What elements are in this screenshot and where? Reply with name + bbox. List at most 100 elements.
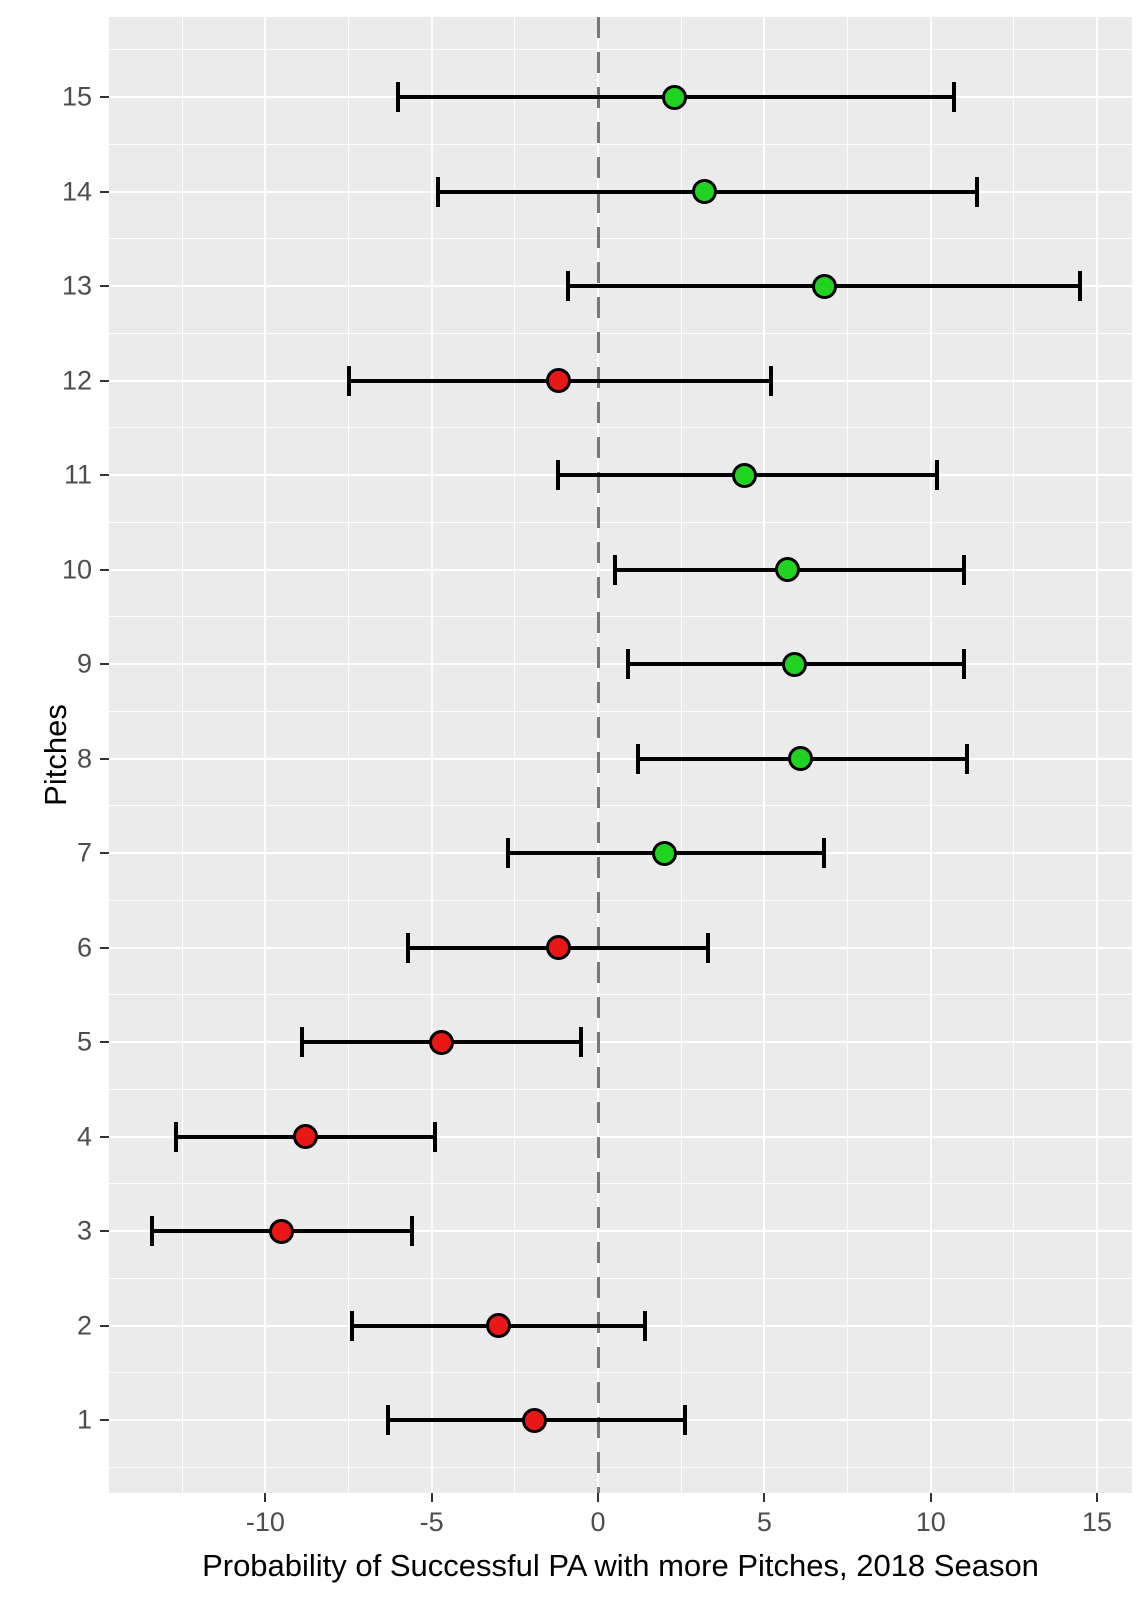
error-bar-cap-left (566, 271, 571, 301)
y-tick-mark (100, 568, 109, 571)
point-marker (485, 1313, 511, 1338)
error-bar-cap-left (612, 554, 617, 585)
error-bar-cap-right (682, 1405, 687, 1435)
gridline-y-minor (109, 521, 1132, 523)
point-marker (652, 840, 678, 866)
x-tick-label: 15 (1082, 1507, 1113, 1537)
point-marker (662, 84, 688, 110)
y-tick-label: 14 (61, 176, 92, 206)
error-bar-cap-left (396, 82, 401, 112)
x-tick-label: 10 (915, 1507, 946, 1537)
y-tick-label: 5 (76, 1026, 92, 1057)
gridline-y-major (109, 757, 1132, 760)
gridline-x-minor (348, 17, 350, 1493)
point-marker (775, 557, 801, 582)
x-axis-title: Probability of Successful PA with more P… (202, 1548, 1039, 1583)
gridline-x-minor (847, 17, 849, 1493)
y-tick-mark (100, 663, 109, 665)
error-bar-cap-left (506, 838, 511, 868)
gridline-x-minor (514, 17, 516, 1493)
error-bar-cap-right (975, 176, 980, 207)
y-tick-mark (100, 285, 109, 287)
gridline-y-minor (109, 710, 1132, 712)
y-tick-label: 7 (76, 837, 92, 868)
error-bar-cap-left (173, 1121, 178, 1152)
point-marker (545, 935, 571, 960)
y-tick-label: 13 (61, 270, 92, 301)
gridline-y-major (109, 1041, 1132, 1043)
gridline-y-minor (109, 1466, 1132, 1468)
gridline-y-minor (109, 994, 1132, 996)
y-tick-label: 9 (76, 648, 92, 679)
y-tick-mark (100, 757, 109, 760)
error-bar-cap-left (346, 365, 351, 396)
error-bar-cap-left (386, 1405, 391, 1435)
error-bar-cap-right (705, 932, 710, 963)
gridline-y-minor (109, 332, 1132, 334)
point-marker (811, 273, 837, 299)
error-bar-cap-right (433, 1121, 438, 1152)
gridline-y-minor (109, 1088, 1132, 1090)
y-tick-mark (100, 1419, 109, 1421)
x-tick-label: 0 (590, 1507, 606, 1537)
y-tick-mark (100, 474, 109, 476)
error-bar-cap-right (769, 365, 774, 396)
point-marker (545, 368, 571, 393)
error-bar-cap-left (625, 649, 630, 679)
point-marker (692, 179, 717, 204)
zero-reference-line (596, 17, 600, 1493)
gridline-x-minor (680, 17, 682, 1493)
gridline-y-minor (109, 1277, 1132, 1279)
gridline-x-major (763, 17, 766, 1493)
error-bar-cap-right (935, 460, 940, 490)
y-tick-label: 11 (63, 459, 92, 490)
gridline-y-minor (109, 899, 1132, 901)
gridline-y-major (109, 663, 1132, 665)
x-tick-mark (264, 1493, 267, 1502)
gridline-y-major (109, 1135, 1132, 1138)
error-bar-cap-left (635, 743, 640, 774)
point-marker (292, 1124, 318, 1149)
error-bar-cap-right (961, 554, 966, 585)
error-bar-cap-left (150, 1216, 155, 1246)
x-tick-mark (929, 1493, 932, 1502)
y-tick-mark (100, 96, 109, 98)
x-tick-mark (597, 1493, 600, 1502)
y-tick-mark (100, 852, 109, 854)
y-tick-mark (100, 1041, 109, 1043)
y-tick-mark (100, 1135, 109, 1138)
gridline-x-major (929, 17, 932, 1493)
y-tick-mark (100, 946, 109, 949)
x-tick-label: -10 (245, 1507, 285, 1537)
error-bar-cap-right (965, 743, 970, 774)
y-tick-mark (100, 1230, 109, 1232)
error-bar-cap-right (961, 649, 966, 679)
y-tick-mark (100, 190, 109, 193)
point-marker (522, 1407, 548, 1433)
point-marker (788, 746, 814, 771)
gridline-x-major (430, 17, 433, 1493)
gridline-y-minor (109, 238, 1132, 240)
point-marker (429, 1029, 455, 1055)
y-tick-label: 3 (76, 1215, 92, 1246)
gridline-x-major (1096, 17, 1099, 1493)
y-tick-label: 15 (61, 81, 92, 112)
gridline-y-minor (109, 143, 1132, 145)
gridline-y-minor (109, 616, 1132, 618)
x-tick-label: -5 (419, 1507, 444, 1537)
x-tick-mark (1096, 1493, 1099, 1502)
error-bar-cap-right (1078, 271, 1083, 301)
gridline-y-minor (109, 49, 1132, 51)
y-tick-label: 8 (76, 743, 92, 773)
error-bar-cap-right (579, 1027, 584, 1057)
error-bar-cap-right (409, 1216, 414, 1246)
gridline-x-minor (181, 17, 183, 1493)
gridline-y-minor (109, 805, 1132, 807)
gridline-y-minor (109, 1183, 1132, 1185)
x-tick-label: 5 (756, 1507, 772, 1537)
point-marker (731, 462, 757, 488)
x-tick-mark (763, 1493, 766, 1502)
point-marker (269, 1218, 295, 1244)
error-bar-cap-right (952, 82, 956, 112)
